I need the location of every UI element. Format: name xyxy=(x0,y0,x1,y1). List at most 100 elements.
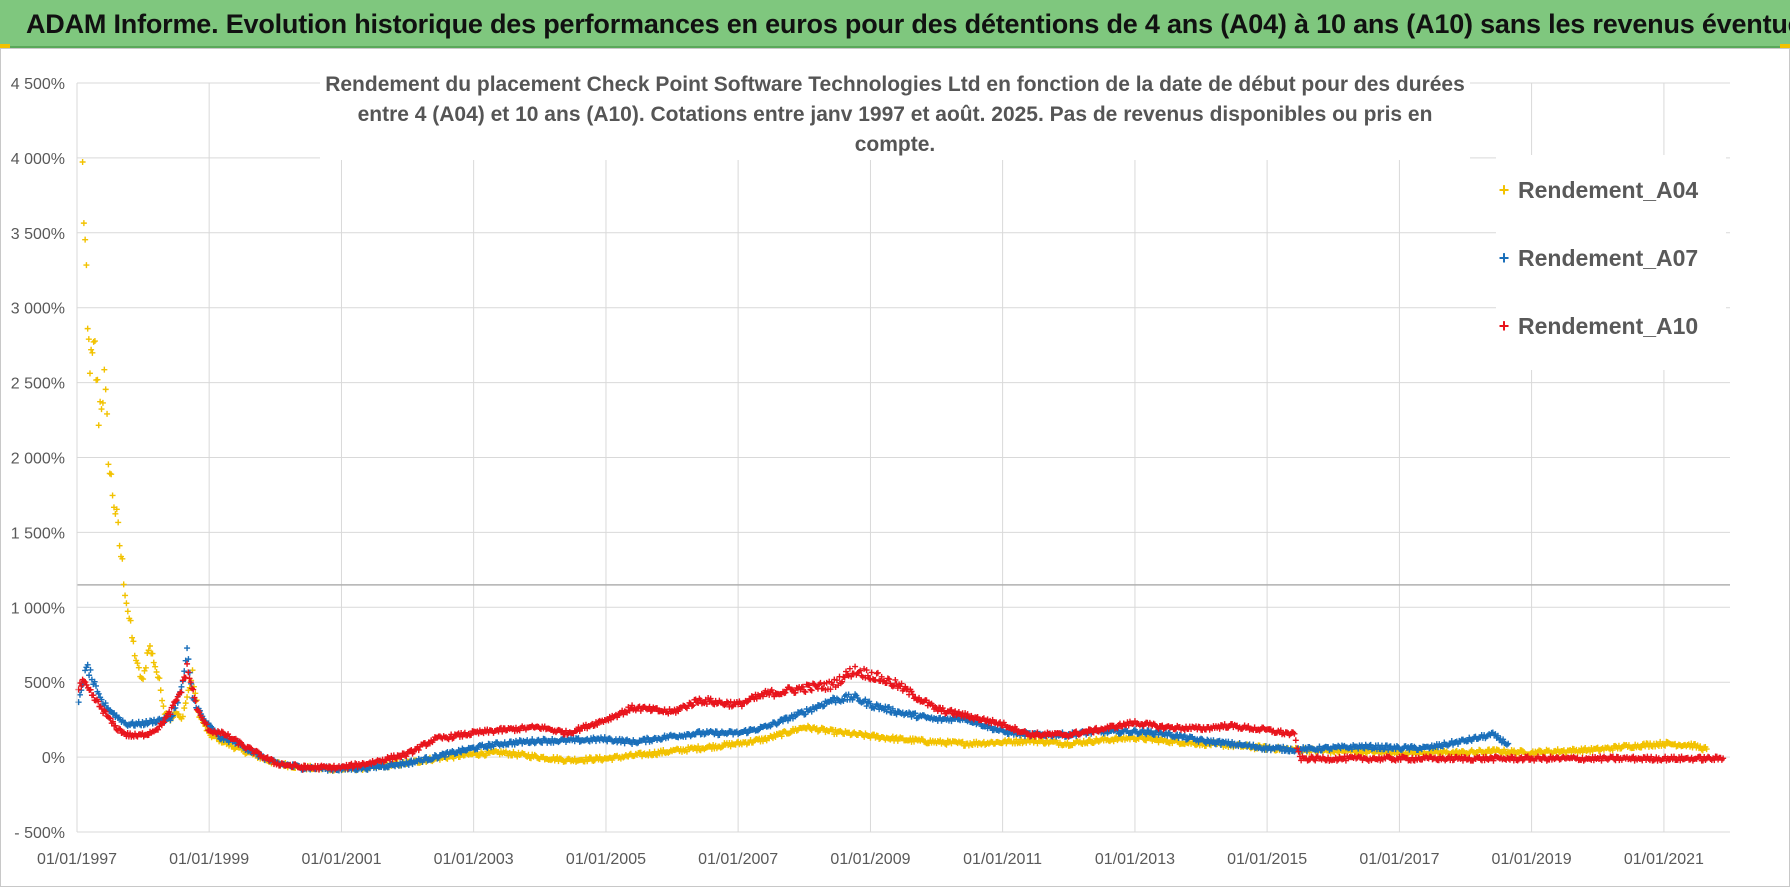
data-point xyxy=(108,471,115,478)
data-point xyxy=(86,370,93,377)
data-point xyxy=(112,510,119,517)
data-point xyxy=(152,663,159,670)
data-point xyxy=(155,726,162,733)
data-point xyxy=(184,660,191,667)
data-point xyxy=(1295,748,1302,755)
data-point xyxy=(1662,742,1669,749)
data-point xyxy=(1598,757,1605,764)
data-point xyxy=(127,617,134,624)
data-point xyxy=(575,735,582,742)
data-point xyxy=(247,744,254,751)
data-point xyxy=(799,683,806,690)
data-point xyxy=(1312,757,1319,764)
data-point xyxy=(163,713,170,720)
data-point xyxy=(187,679,194,686)
data-point xyxy=(759,738,766,745)
data-point xyxy=(91,338,98,345)
legend-label-a07: Rendement_A07 xyxy=(1518,244,1699,271)
data-point xyxy=(948,706,955,713)
data-point xyxy=(728,703,735,710)
data-point xyxy=(1516,750,1523,757)
data-point xyxy=(693,699,700,706)
data-point xyxy=(1699,747,1706,754)
data-point xyxy=(768,686,775,693)
data-point xyxy=(806,682,813,689)
data-point xyxy=(315,766,322,773)
data-point xyxy=(1086,736,1093,743)
data-point xyxy=(112,722,119,729)
data-point xyxy=(1084,740,1091,747)
data-point xyxy=(1500,736,1507,743)
legend-label-a04: Rendement_A04 xyxy=(1518,176,1699,203)
data-point xyxy=(90,338,97,345)
data-point xyxy=(84,325,91,332)
data-point xyxy=(867,700,874,707)
data-point xyxy=(862,696,869,703)
data-point xyxy=(889,683,896,690)
data-point xyxy=(524,737,531,744)
data-point xyxy=(906,709,913,716)
data-point xyxy=(846,665,853,672)
data-point xyxy=(675,708,682,715)
y-tick-label: 3 500% xyxy=(11,226,65,243)
data-point xyxy=(102,386,109,393)
y-tick-label: 1 000% xyxy=(11,600,65,617)
data-point xyxy=(839,678,846,685)
data-point xyxy=(974,713,981,720)
legend-item-a10: + Rendement_A10 xyxy=(1496,311,1699,341)
data-point xyxy=(1411,743,1418,750)
data-point xyxy=(787,729,794,736)
data-point xyxy=(357,763,364,770)
data-point xyxy=(590,758,597,765)
data-point xyxy=(1366,742,1373,749)
data-point xyxy=(1316,743,1323,750)
data-point xyxy=(817,679,824,686)
data-point xyxy=(886,676,893,683)
data-point xyxy=(788,686,795,693)
data-point xyxy=(84,661,91,668)
data-point xyxy=(344,765,351,772)
data-point xyxy=(102,708,109,715)
data-point xyxy=(889,705,896,712)
data-point xyxy=(844,671,851,678)
data-point xyxy=(872,676,879,683)
data-point xyxy=(254,748,261,755)
x-tick-label: 01/01/2021 xyxy=(1624,851,1704,868)
data-point xyxy=(157,687,164,694)
data-point xyxy=(629,702,636,709)
data-point xyxy=(191,694,198,701)
chart-title: Rendement du placement Check Point Softw… xyxy=(320,70,1470,160)
data-point xyxy=(1216,725,1223,732)
data-point xyxy=(828,698,835,705)
data-point xyxy=(91,678,98,685)
data-point xyxy=(179,713,186,720)
legend-marker-a07: + xyxy=(1498,247,1510,268)
data-point xyxy=(178,683,185,690)
data-point xyxy=(499,728,506,735)
data-point xyxy=(102,700,109,707)
data-point xyxy=(107,715,114,722)
data-point xyxy=(718,744,725,751)
data-point xyxy=(1217,741,1224,748)
data-point xyxy=(95,422,102,429)
data-point xyxy=(405,761,412,768)
data-point xyxy=(124,608,131,615)
data-point xyxy=(146,643,153,650)
data-point xyxy=(160,703,167,710)
data-point xyxy=(120,581,127,588)
data-point xyxy=(1501,746,1508,753)
data-point xyxy=(101,366,108,373)
data-point xyxy=(1093,724,1100,731)
data-point xyxy=(808,687,815,694)
x-tick-label: 01/01/2005 xyxy=(566,851,646,868)
data-point xyxy=(192,690,199,697)
data-point xyxy=(863,667,870,674)
data-point xyxy=(695,743,702,750)
data-point xyxy=(614,714,621,721)
data-point xyxy=(644,734,651,741)
data-point xyxy=(873,701,880,708)
data-point xyxy=(468,731,475,738)
data-point xyxy=(184,645,191,652)
data-point xyxy=(1360,744,1367,751)
data-point xyxy=(398,754,405,761)
